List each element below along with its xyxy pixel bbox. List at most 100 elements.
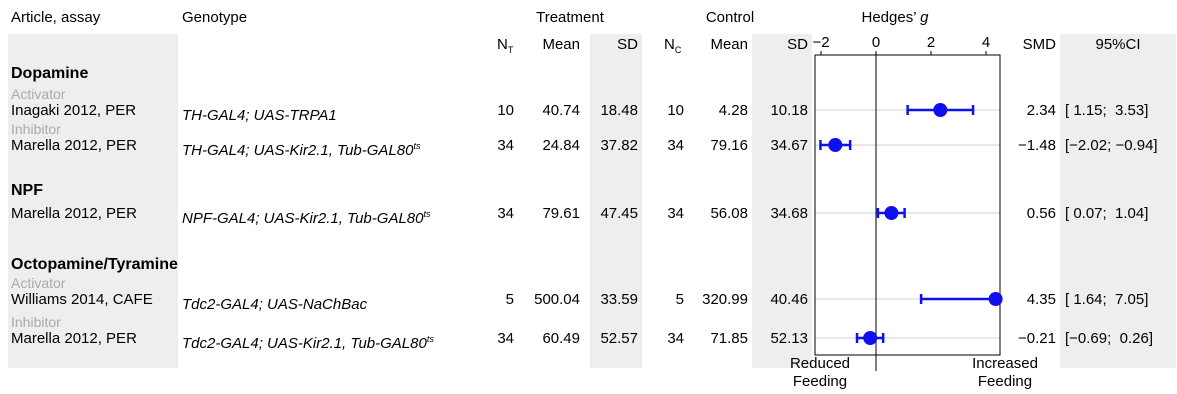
band-ci <box>1060 34 1176 368</box>
row-sd-c: 10.18 <box>770 102 808 119</box>
header-ci: 95%CI <box>1095 36 1141 53</box>
genotype-text: TH-GAL4; UAS-TRPA1 <box>182 107 337 124</box>
row-n-c: 5 <box>675 291 684 308</box>
row-n-c: 10 <box>667 102 684 119</box>
x-tick-label: 2 <box>927 34 935 51</box>
row-mean-t: 40.74 <box>542 102 580 119</box>
x-tick-label: 0 <box>872 34 880 51</box>
row-mean-t: 24.84 <box>542 137 580 154</box>
header-smd: SMD <box>1022 36 1056 53</box>
x-tick-label: 4 <box>982 34 990 51</box>
footer-increased-feeding: Increased Feeding <box>955 355 1055 391</box>
effect-point <box>933 103 948 117</box>
genotype-text: TH-GAL4; UAS-Kir2.1, Tub-GAL80 <box>182 142 414 159</box>
genotype-text: Tdc2-GAL4; UAS-Kir2.1, Tub-GAL80 <box>182 335 427 352</box>
row-n-t: 5 <box>505 291 514 308</box>
row-mean-t: 60.49 <box>542 330 580 347</box>
row-n-t: 34 <box>497 137 514 154</box>
row-article: Marella 2012, PER <box>11 205 137 222</box>
genotype-text: Tdc2-GAL4; UAS-NaChBac <box>182 296 368 313</box>
row-mean-c: 56.08 <box>710 205 748 222</box>
footer-reduced-feeding: Reduced Feeding <box>770 355 870 391</box>
row-smd: −0.21 <box>1018 330 1056 347</box>
footer-increased: Increased <box>972 355 1038 372</box>
row-n-c: 34 <box>667 137 684 154</box>
row-sd-c: 34.68 <box>770 205 808 222</box>
header-control: Control <box>705 9 755 26</box>
row-ci: [−2.02; −0.94] <box>1065 137 1158 154</box>
footer-feeding-left: Feeding <box>792 373 848 390</box>
row-ci: [ 1.64; 7.05] <box>1065 291 1149 308</box>
row-n-c: 34 <box>667 330 684 347</box>
row-mean-c: 320.99 <box>702 291 748 308</box>
row-subtitle: Inhibitor <box>11 314 61 330</box>
genotype-sup: ts <box>413 141 421 151</box>
row-smd: 0.56 <box>1026 205 1056 222</box>
n-t-main: N <box>497 36 508 53</box>
row-mean-t: 500.04 <box>534 291 580 308</box>
row-genotype: TH-GAL4; UAS-TRPA1 <box>182 102 337 125</box>
row-article: Williams 2014, CAFE <box>11 291 153 308</box>
x-tick-label: −2 <box>812 34 829 51</box>
header-genotype: Genotype <box>182 9 248 26</box>
row-mean-c: 71.85 <box>710 330 748 347</box>
row-subtitle: Inhibitor <box>11 121 61 137</box>
footer-feeding-right: Feeding <box>977 373 1033 390</box>
header-treatment: Treatment <box>536 9 604 26</box>
group-heading: Octopamine/Tyramine <box>11 256 178 273</box>
row-sd-t: 52.57 <box>600 330 638 347</box>
header-hedges-g: g <box>920 9 929 26</box>
row-genotype: Tdc2-GAL4; UAS-Kir2.1, Tub-GAL80ts <box>182 330 434 353</box>
band-treatment-sd <box>590 34 642 368</box>
row-sd-c: 40.46 <box>770 291 808 308</box>
genotype-sup: ts <box>426 334 434 344</box>
row-sd-t: 33.59 <box>600 291 638 308</box>
row-article: Marella 2012, PER <box>11 330 137 347</box>
effect-point <box>988 292 1003 306</box>
row-mean-c: 4.28 <box>718 102 748 119</box>
row-sd-t: 47.45 <box>600 205 638 222</box>
header-hedges-text: Hedges’ <box>861 9 921 26</box>
row-ci: [−0.69; 0.26] <box>1065 330 1153 347</box>
row-n-t: 34 <box>497 330 514 347</box>
row-mean-c: 79.16 <box>710 137 748 154</box>
n-c-sub: C <box>674 45 682 55</box>
band-control-sd <box>752 34 812 368</box>
header-n-c: NC <box>664 36 681 59</box>
genotype-sup: ts <box>423 209 431 219</box>
row-mean-t: 79.61 <box>542 205 580 222</box>
row-smd: −1.48 <box>1018 137 1056 154</box>
header-sd-t: SD <box>617 36 638 53</box>
plot-frame <box>814 54 1001 356</box>
header-hedges: Hedges’ g <box>830 9 960 27</box>
group-heading: Dopamine <box>11 65 89 82</box>
row-n-c: 34 <box>667 205 684 222</box>
row-article: Marella 2012, PER <box>11 137 137 154</box>
header-n-t: NT <box>497 36 513 59</box>
row-smd: 4.35 <box>1026 291 1056 308</box>
row-ci: [ 1.15; 3.53] <box>1065 102 1149 119</box>
header-sd-c: SD <box>787 36 808 53</box>
row-subtitle: Activator <box>11 86 66 102</box>
row-sd-c: 34.67 <box>770 137 808 154</box>
row-sd-t: 18.48 <box>600 102 638 119</box>
row-n-t: 10 <box>497 102 514 119</box>
row-sd-c: 52.13 <box>770 330 808 347</box>
effect-point <box>884 206 899 220</box>
header-mean-c: Mean <box>710 36 748 53</box>
effect-point <box>863 331 878 345</box>
group-heading: NPF <box>11 182 43 199</box>
row-genotype: TH-GAL4; UAS-Kir2.1, Tub-GAL80ts <box>182 137 420 160</box>
effect-point <box>828 138 843 152</box>
header-mean-t: Mean <box>542 36 580 53</box>
row-genotype: Tdc2-GAL4; UAS-NaChBac <box>182 291 367 314</box>
row-subtitle: Activator <box>11 275 66 291</box>
row-smd: 2.34 <box>1026 102 1056 119</box>
n-c-main: N <box>664 36 675 53</box>
row-genotype: NPF-GAL4; UAS-Kir2.1, Tub-GAL80ts <box>182 205 431 228</box>
row-n-t: 34 <box>497 205 514 222</box>
genotype-text: NPF-GAL4; UAS-Kir2.1, Tub-GAL80 <box>182 210 424 227</box>
row-article: Inagaki 2012, PER <box>11 102 137 119</box>
n-t-sub: T <box>507 45 514 55</box>
